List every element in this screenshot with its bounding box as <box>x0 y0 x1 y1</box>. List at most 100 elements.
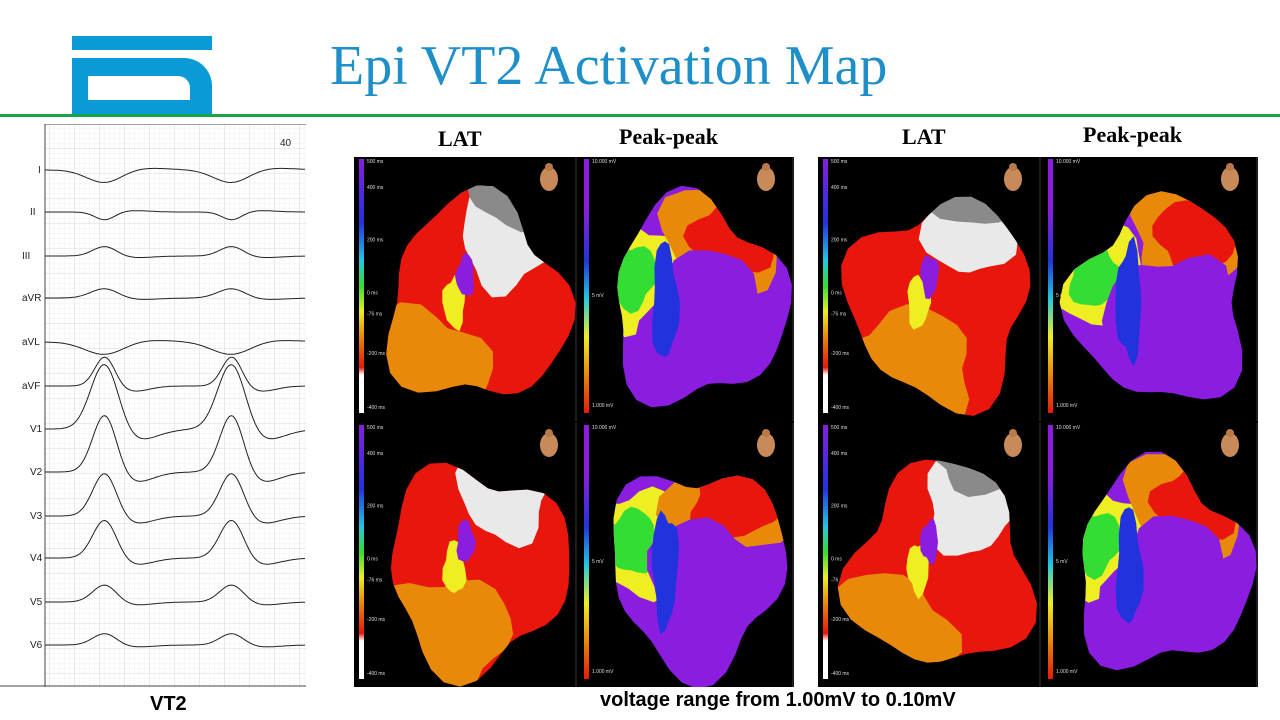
torso-orientation-icon <box>1004 163 1022 191</box>
scale-label: 500 ms <box>831 159 848 165</box>
color-scale-bar <box>584 159 589 413</box>
peak-map-bottom-right: 10.000 mV 5 mV 1.000 mV <box>1043 423 1258 687</box>
map-grid-left: 500 ms 400 ms 200 ms 0 ms -76 ms -200 ms -400 … <box>354 157 794 687</box>
scale-label: -76 ms <box>367 311 383 317</box>
ecg-page-number: 40 <box>280 138 292 149</box>
ecg-trace-v5 <box>45 584 306 606</box>
header-lat-left: LAT <box>438 126 482 151</box>
scale-label: -76 ms <box>367 577 383 583</box>
color-scale-bar <box>1048 425 1053 679</box>
ecg-trace-ii <box>45 210 305 221</box>
scale-label: -76 ms <box>831 311 847 317</box>
ecg-lead-label-v5: V5 <box>30 597 43 608</box>
color-scale-bar <box>823 425 828 679</box>
scale-label: 5 mV <box>592 293 604 299</box>
torso-orientation-icon <box>1004 429 1022 457</box>
heart-surface <box>617 185 792 408</box>
scale-label: 400 ms <box>831 185 848 191</box>
header-peak-left: Peak-peak <box>619 124 718 149</box>
ecg-trace-v2 <box>45 415 306 482</box>
scale-label: 0 ms <box>831 290 842 296</box>
voltage-range-note: voltage range from 1.00mV to 0.10mV <box>600 689 956 711</box>
scale-label: -200 ms <box>831 351 850 357</box>
ecg-lead-label-avr: aVR <box>22 293 41 304</box>
peak-map-top-right: 10.000 mV5 mV1.000 mV <box>1043 157 1258 421</box>
heart-surface <box>386 185 576 395</box>
scale-label: 10.000 mV <box>592 159 617 165</box>
scale-label: 500 ms <box>831 425 848 431</box>
header-peak-right: Peak-peak <box>1083 122 1182 147</box>
ecg-lead-label-v6: V6 <box>30 640 43 651</box>
ecg-lead-label-iii: III <box>22 251 30 262</box>
scale-label: 5 mV <box>1056 559 1068 565</box>
ecg-lead-label-v2: V2 <box>30 467 43 478</box>
scale-label: 400 ms <box>367 451 384 457</box>
scale-label: -400 ms <box>367 671 386 677</box>
scale-label: -400 ms <box>831 405 850 411</box>
scale-label: 400 ms <box>831 451 848 457</box>
scale-label: 10.000 mV <box>1056 425 1081 431</box>
scale-label: 1.000 mV <box>1056 669 1078 675</box>
ecg-lead-label-v3: V3 <box>30 511 43 522</box>
ecg-trace-v6 <box>45 633 306 648</box>
lat-map-bottom-left: 500 ms 400 ms 200 ms 0 ms -76 ms -200 ms -400 … <box>354 423 577 687</box>
heart-surface <box>390 462 570 687</box>
color-scale-bar <box>359 159 364 413</box>
header-lat-right: LAT <box>902 124 946 149</box>
scale-label: -400 ms <box>831 671 850 677</box>
heart-surface <box>1059 191 1243 400</box>
heart-surface <box>841 196 1031 416</box>
ecg-trace-v3 <box>45 473 306 524</box>
color-scale-bar <box>584 425 589 679</box>
scale-label: 500 ms <box>367 425 384 431</box>
torso-orientation-icon <box>540 163 558 191</box>
color-scale-bar <box>823 159 828 413</box>
ecg-trace-avf <box>45 356 305 392</box>
map-grid-right: 500 ms 400 ms 200 ms 0 ms -76 ms -200 ms -400 … <box>818 157 1258 687</box>
scale-label: 10.000 mV <box>592 425 617 431</box>
scale-label: 500 ms <box>367 159 384 165</box>
scale-label: -400 ms <box>367 405 386 411</box>
ecg-trace-v1 <box>45 364 306 440</box>
scale-label: -76 ms <box>831 577 847 583</box>
heart-surface <box>837 459 1038 663</box>
scale-label: 0 ms <box>367 556 378 562</box>
scale-label: 200 ms <box>831 237 848 243</box>
torso-orientation-icon <box>540 429 558 457</box>
ecg-lead-label-i: I <box>38 165 41 176</box>
ecg-lead-label-v1: V1 <box>30 424 43 435</box>
ecg-trace-v4 <box>45 519 306 565</box>
scale-label: -200 ms <box>831 617 850 623</box>
lat-map-top-right: 500 ms 400 ms 200 ms 0 ms -76 ms -200 ms -400 … <box>818 157 1041 421</box>
torso-orientation-icon <box>757 429 775 457</box>
torso-orientation-icon <box>1221 429 1239 457</box>
ecg-trace-iii <box>45 246 305 258</box>
scale-label: 200 ms <box>367 237 384 243</box>
peak-map-bottom-left: 10.000 mV 5 mV 1.000 mV <box>579 423 794 687</box>
scale-label: -200 ms <box>367 617 386 623</box>
torso-orientation-icon <box>1221 163 1239 191</box>
lat-map-top-left: 500 ms 400 ms 200 ms 0 ms -76 ms -200 ms -400 … <box>354 157 577 421</box>
torso-orientation-icon <box>757 163 775 191</box>
ecg-caption: VT2 <box>150 693 187 715</box>
peak-map-top-left: 10.000 mV 5 mV 1.000 mV <box>579 157 794 421</box>
scale-label: 1.000 mV <box>1056 403 1078 409</box>
color-scale-bar <box>359 425 364 679</box>
ecg-trace-avl <box>44 340 306 355</box>
scale-label: 0 ms <box>831 556 842 562</box>
ecg-lead-label-avl: aVL <box>22 337 40 348</box>
title-divider <box>0 114 1280 117</box>
scale-label: 0 ms <box>367 290 378 296</box>
scale-label: 200 ms <box>831 503 848 509</box>
ecg-trace-i <box>45 167 306 184</box>
abbott-logo <box>72 36 212 116</box>
scale-label: 200 ms <box>367 503 384 509</box>
lat-map-bottom-right: 500 ms 400 ms 200 ms 0 ms -76 ms -200 ms -400 … <box>818 423 1041 687</box>
scale-label: 10.000 mV <box>1056 159 1081 165</box>
slide-title: Epi VT2 Activation Map <box>330 35 888 97</box>
scale-label: 5 mV <box>592 559 604 565</box>
scale-label: 400 ms <box>367 185 384 191</box>
scale-label: 1.000 mV <box>592 669 614 675</box>
heart-surface <box>613 475 788 687</box>
